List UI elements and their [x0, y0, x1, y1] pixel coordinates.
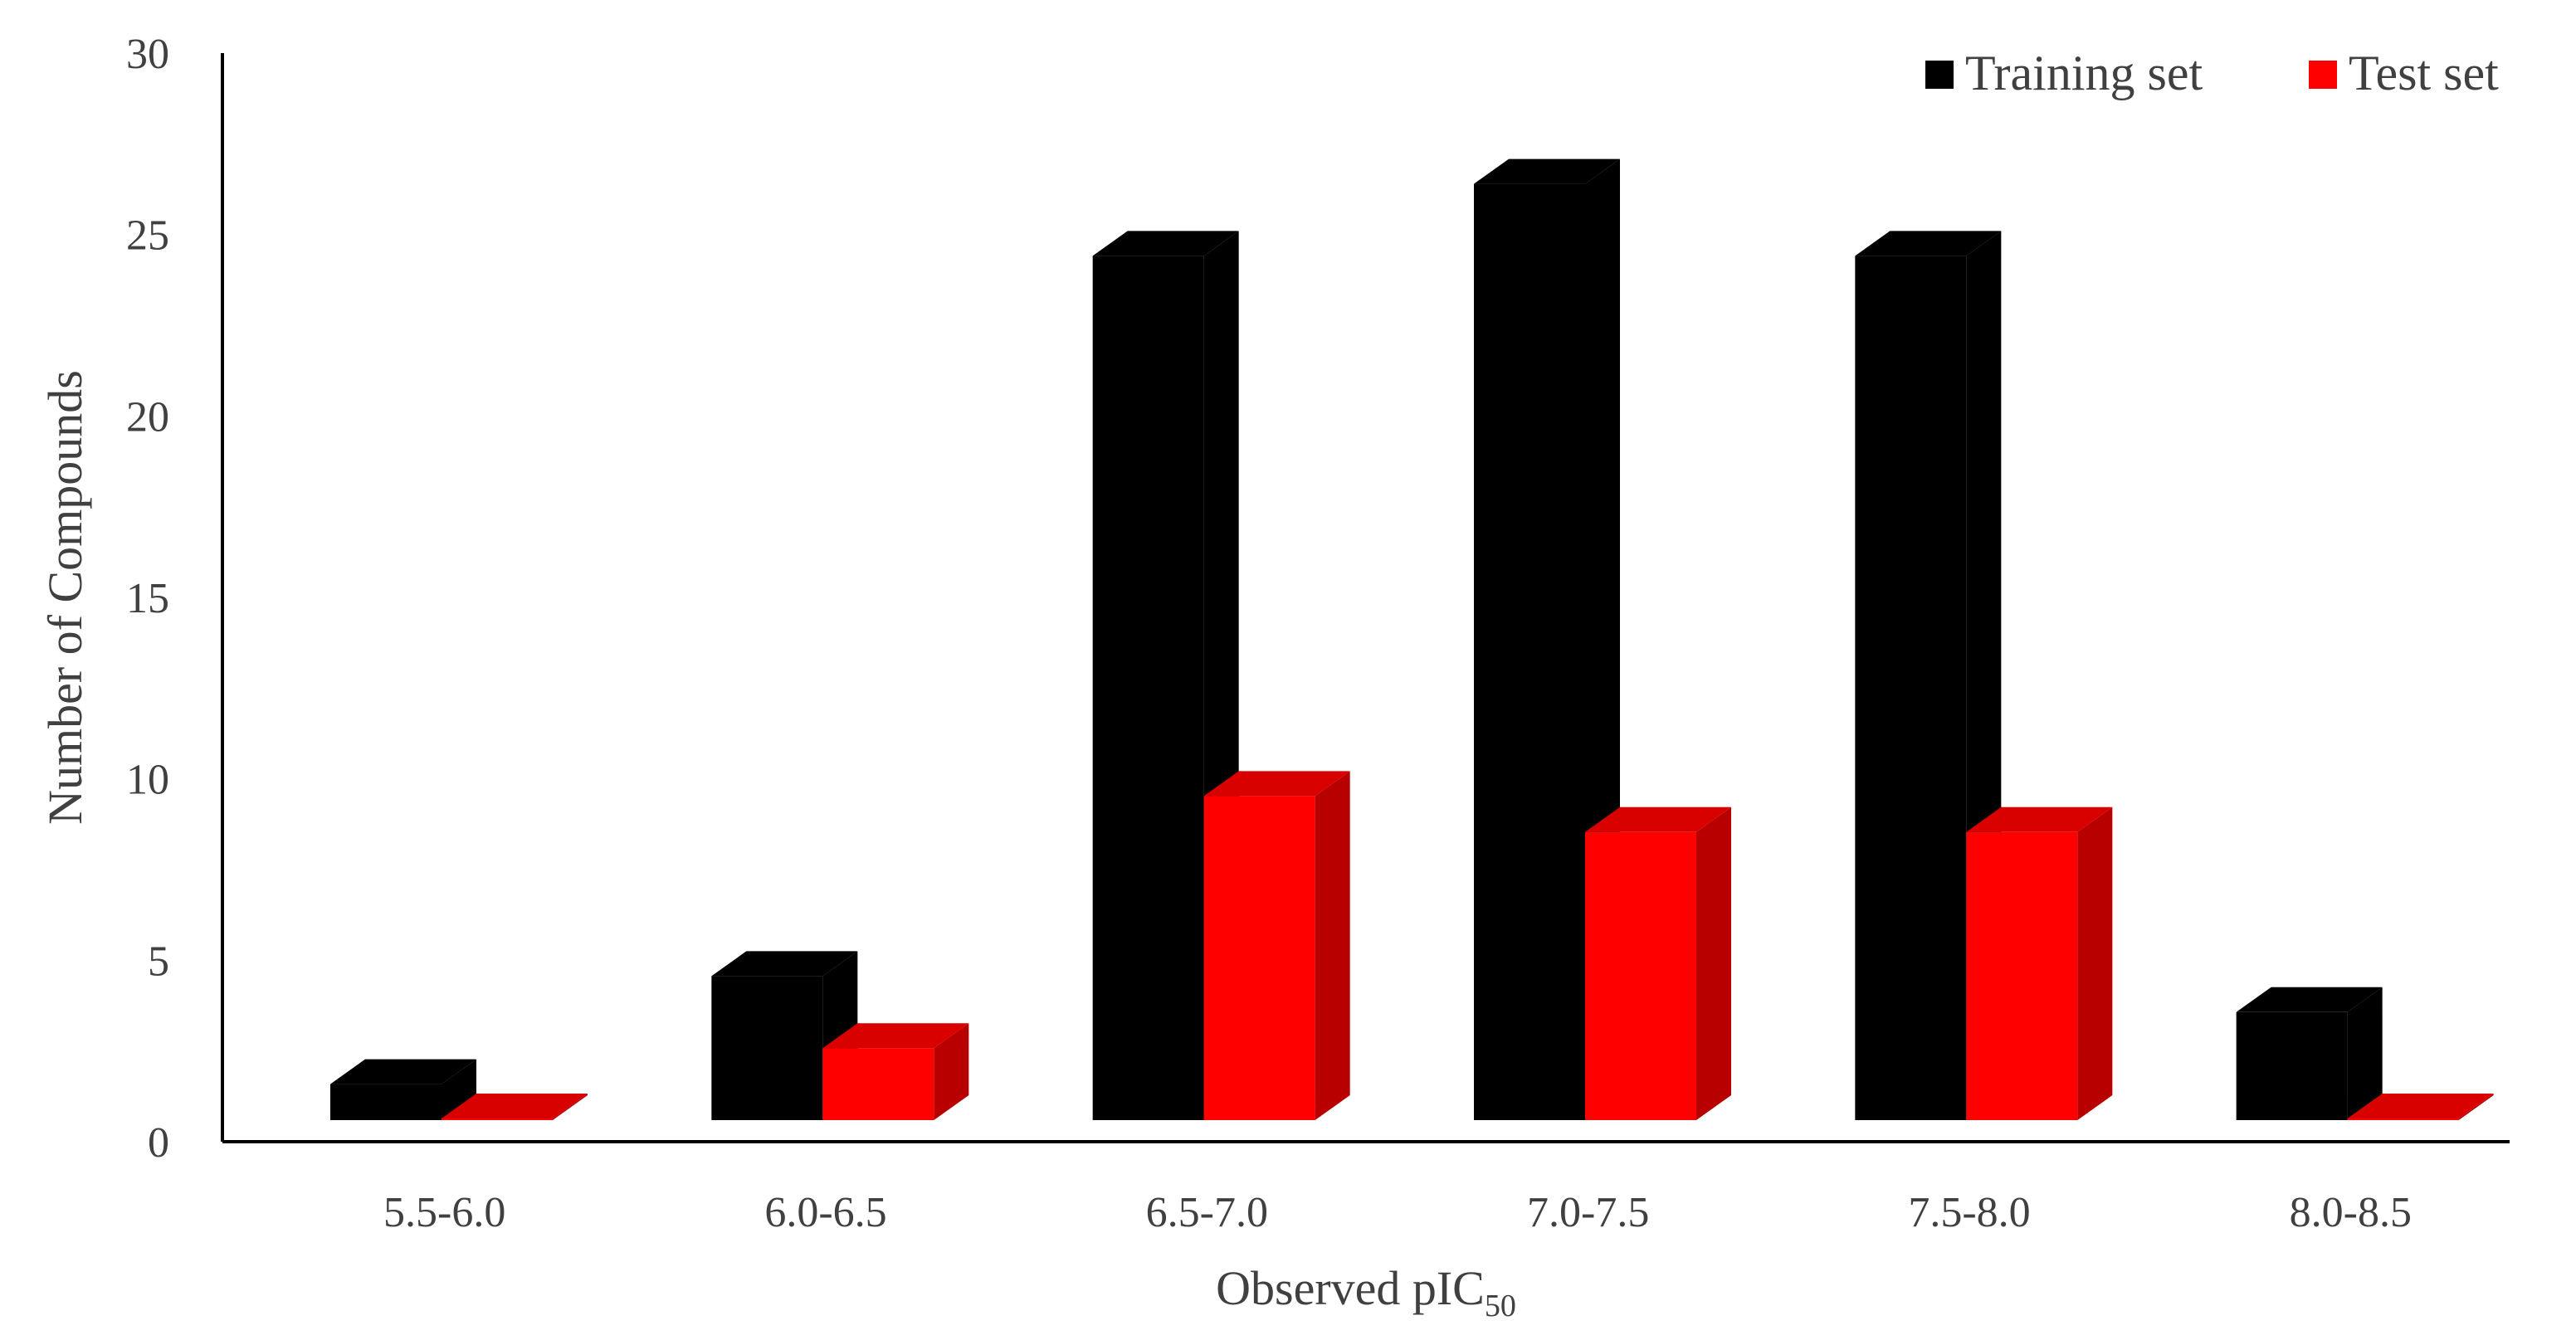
- y-tick-label: 20: [126, 393, 169, 441]
- y-tick-label: 5: [148, 938, 169, 985]
- x-tick-label: 6.0-6.5: [764, 1189, 886, 1236]
- bar: [442, 1094, 588, 1120]
- y-tick-label: 15: [126, 575, 169, 622]
- x-tick-label: 6.5-7.0: [1146, 1189, 1268, 1236]
- bar-top: [1092, 231, 1239, 256]
- y-tick-labels: 0 5 10 15 20 25 30: [126, 31, 169, 1167]
- bar-top: [2236, 987, 2383, 1012]
- bar-top: [1966, 806, 2113, 832]
- x-axis-title-main: Observed pIC: [1216, 1261, 1485, 1315]
- bar: [1966, 806, 2113, 1120]
- bar-front: [330, 1084, 442, 1120]
- y-tick-label: 25: [126, 212, 169, 260]
- bar-side: [2458, 1094, 2494, 1120]
- bar-front: [1855, 256, 1967, 1120]
- legend-swatch-test-set: [2309, 61, 2337, 89]
- bar: [1203, 771, 1350, 1120]
- bar: [330, 1059, 476, 1120]
- y-tick-label: 30: [126, 31, 169, 78]
- bar-front: [1474, 183, 1585, 1121]
- y-tick-label: 10: [126, 757, 169, 804]
- bar: [822, 1023, 969, 1120]
- bar-top: [1855, 231, 2002, 256]
- bar-top: [330, 1059, 476, 1084]
- axes-layer: [221, 53, 2510, 1143]
- bar-front: [1585, 831, 1696, 1120]
- bar-top: [442, 1094, 588, 1118]
- bar-top: [2347, 1094, 2494, 1118]
- bar-front: [711, 976, 823, 1120]
- x-axis-title: Observed pIC50: [1216, 1261, 1516, 1323]
- legend-swatch-training-set: [1925, 61, 1954, 89]
- bar-top: [711, 951, 858, 977]
- x-tick-label: 7.5-8.0: [1908, 1189, 2030, 1236]
- bar-front: [1966, 831, 2078, 1120]
- x-tick-label: 5.5-6.0: [383, 1189, 505, 1236]
- bar-top: [1474, 158, 1620, 184]
- y-axis-title: Number of Compounds: [38, 370, 92, 825]
- bar: [1585, 806, 1731, 1120]
- bar: [2347, 1094, 2494, 1120]
- x-tick-labels: 5.5-6.0 6.0-6.5 6.5-7.0 7.0-7.5 7.5-8.0 8.0-8…: [383, 1189, 2412, 1236]
- bar-side: [2077, 806, 2113, 1120]
- x-axis-title-subscript: 50: [1485, 1289, 1516, 1323]
- y-tick-label: 0: [148, 1119, 169, 1167]
- bar-front: [822, 1048, 934, 1120]
- bar-front: [1092, 256, 1204, 1120]
- bar-top: [1203, 771, 1350, 797]
- legend-label-training-set: Training set: [1965, 46, 2203, 100]
- bar-side: [1696, 806, 1731, 1120]
- bar-front: [1203, 796, 1315, 1120]
- legend-label-test-set: Test set: [2349, 46, 2499, 100]
- legend: Training set Test set: [1925, 46, 2499, 100]
- bar-top: [1585, 806, 1731, 832]
- bar-side: [442, 1059, 476, 1120]
- bar-side: [1315, 771, 1350, 1120]
- bar-top: [822, 1023, 969, 1049]
- bars-layer: [330, 158, 2494, 1121]
- bar: [2236, 987, 2383, 1120]
- bar-front: [2236, 1011, 2348, 1120]
- bar-front: [2347, 1118, 2459, 1120]
- x-tick-label: 8.0-8.5: [2290, 1189, 2412, 1236]
- bar-side: [934, 1023, 969, 1120]
- x-tick-label: 7.0-7.5: [1527, 1189, 1649, 1236]
- bar-front: [442, 1118, 553, 1120]
- bar-side: [2347, 987, 2383, 1120]
- bar-side: [553, 1094, 588, 1120]
